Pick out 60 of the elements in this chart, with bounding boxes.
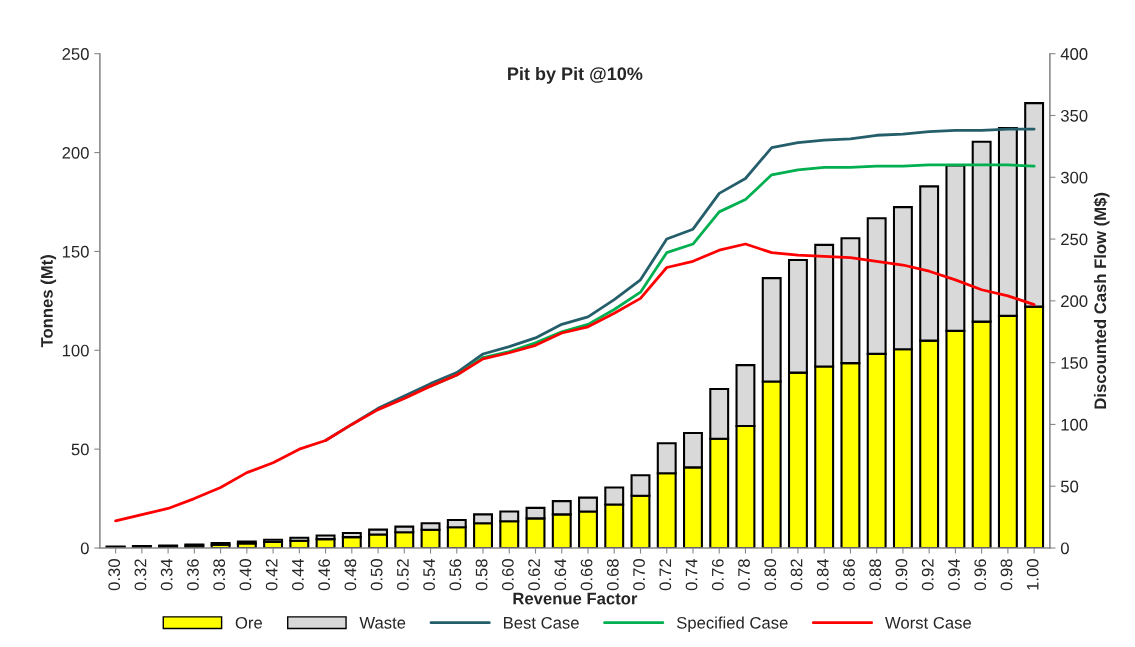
y2-tick-label: 300 [1060, 171, 1088, 184]
x-tick-label: 0.36 [187, 559, 199, 591]
x-axis-title: Revenue Factor [513, 592, 638, 605]
x-tick-label: 0.68 [606, 559, 619, 591]
x-tick-label: 1.00 [1026, 559, 1039, 590]
text: Pit by Pit @10% [508, 66, 643, 84]
x-tick-label: 0.98 [1000, 559, 1013, 591]
y2-tick-label: 150 [1061, 357, 1088, 369]
y2-tick-label: 200 [1061, 295, 1088, 308]
x-tick-label: 0.58 [475, 559, 488, 591]
x-tick-label: 0.96 [974, 559, 987, 591]
x-tick-label: 0.82 [790, 559, 803, 591]
x-tick-label: 0.40 [239, 559, 252, 591]
x-tick-label: 0.72 [659, 559, 672, 591]
y2-tick-label: 250 [1061, 233, 1088, 246]
x-tick-label: 0.90 [895, 559, 908, 591]
x-tick-label: 0.44 [292, 558, 304, 591]
x-tick-label: 0.30 [108, 559, 121, 591]
x-tick-label: 0.34 [160, 558, 173, 591]
x-tick-label: 0.54 [423, 558, 436, 591]
y-tick-label: 150 [62, 245, 89, 258]
x-tick-label: 0.70 [633, 559, 645, 591]
x-tick-label: 0.50 [370, 559, 383, 591]
y2-tick-label: 100 [1061, 418, 1088, 431]
legend-label: Ore [235, 616, 262, 629]
x-tick-label: 0.62 [528, 559, 540, 591]
x-tick-label: 0.32 [134, 559, 147, 591]
x-tick-label: 0.94 [948, 558, 960, 591]
x-tick-label: 0.88 [869, 559, 882, 591]
legend-label: Worst Case [885, 616, 971, 629]
x-tick-label: 0.46 [318, 559, 331, 591]
y-tick-label: 0 [80, 542, 89, 555]
y-tick-label: 100 [62, 344, 89, 357]
x-tick-label: 0.76 [711, 559, 724, 591]
x-tick-label: 0.74 [685, 558, 698, 591]
x-tick-label: 0.60 [501, 559, 514, 591]
x-tick-label: 0.86 [843, 559, 855, 591]
x-tick-label: 0.78 [738, 559, 750, 591]
y-tick-label: 50 [71, 443, 89, 456]
x-tick-label: 0.64 [554, 558, 567, 591]
y-tick-label: 200 [62, 146, 89, 159]
x-tick-label: 0.52 [396, 559, 409, 591]
x-tick-label: 0.66 [580, 559, 593, 591]
y2-tick-label: 400 [1060, 48, 1088, 60]
y2-tick-label: 50 [1060, 480, 1079, 493]
x-tick-label: 0.42 [265, 559, 278, 591]
legend-label: Waste [359, 617, 406, 629]
x-tick-label: 0.48 [344, 559, 357, 591]
x-tick-label: 0.80 [764, 559, 777, 591]
x-tick-label: 0.56 [449, 559, 462, 591]
legend-label: Best Case [504, 616, 579, 629]
x-tick-label: 0.38 [213, 559, 226, 591]
legend-label: Specified Case [676, 616, 788, 632]
y-axis-title: Tonnes (Mt) [40, 255, 57, 348]
x-tick-label: 0.84 [816, 558, 829, 591]
y2-tick-label: 350 [1060, 109, 1088, 122]
x-tick-label: 0.92 [921, 559, 934, 591]
y-tick-label: 250 [62, 48, 89, 60]
y2-tick-label: 0 [1060, 542, 1069, 555]
y2-axis-title: Discounted Cash Flow (M$) [1093, 192, 1110, 409]
